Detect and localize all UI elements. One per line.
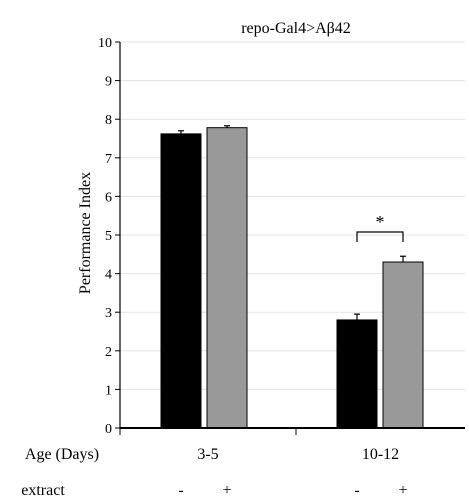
y-tick-label: 5 [105,229,112,244]
y-tick-label: 10 [98,36,112,51]
significance-bracket-line [356,231,404,242]
y-tick-label: 6 [105,190,112,205]
bar [206,127,248,429]
condition-label: + [222,482,231,499]
bar [382,261,424,429]
y-tick-label: 0 [105,422,112,437]
condition-label: - [354,482,359,499]
x-tick-label: 10-12 [362,446,399,463]
significance-marker: * [376,212,385,232]
y-tick-label: 4 [105,268,112,283]
significance-bracket: * [356,212,404,242]
y-tick-label: 9 [105,75,112,90]
chart-title: repo-Gal4>Aβ42 [241,20,351,37]
x-axis-label: Age (Days) [25,446,99,463]
x-tick-label: 3-5 [197,446,218,463]
y-tick-label: 2 [105,345,112,360]
bars [160,127,424,429]
condition-labels: - + - + [178,482,407,499]
y-axis-label: Performance Index [77,172,94,294]
bar [160,133,202,429]
axes [115,41,465,435]
condition-label: - [178,482,183,499]
error-bars [178,125,406,320]
condition-label: + [398,482,407,499]
extract-row-label: extract [21,482,65,499]
x-category-labels: 3-5 10-12 [197,446,399,463]
y-tick-label: 8 [105,113,112,128]
y-tick-label: 1 [105,383,112,398]
y-tick-label: 3 [105,306,112,321]
bar [336,319,378,429]
y-tick-labels: 0 1 2 3 4 5 6 7 8 9 10 [98,36,112,437]
y-tick-label: 7 [105,152,112,167]
